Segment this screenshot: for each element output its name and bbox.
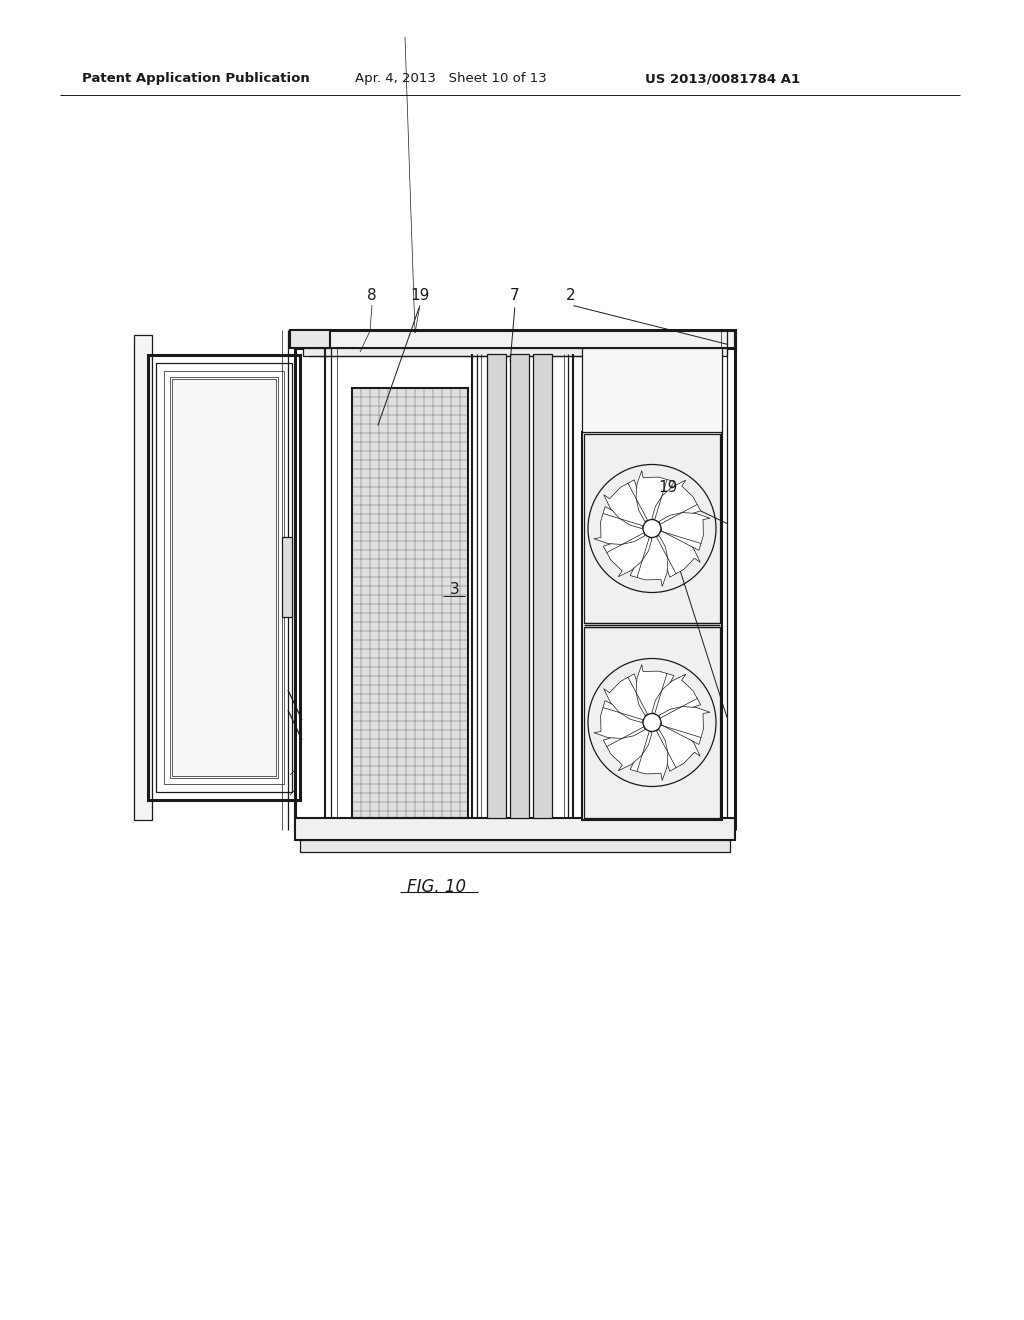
- Polygon shape: [630, 730, 668, 780]
- Bar: [584, 434, 720, 623]
- Bar: [584, 627, 720, 818]
- Text: FIG. 10: FIG. 10: [408, 878, 467, 896]
- Bar: [295, 330, 735, 348]
- Bar: [170, 378, 278, 777]
- Bar: [295, 818, 735, 840]
- Polygon shape: [603, 727, 652, 771]
- Bar: [303, 348, 727, 356]
- Text: 2: 2: [566, 288, 575, 304]
- Polygon shape: [594, 701, 645, 738]
- Polygon shape: [652, 675, 700, 717]
- Polygon shape: [657, 722, 700, 771]
- Text: 7: 7: [510, 288, 520, 304]
- Circle shape: [643, 714, 660, 731]
- Polygon shape: [604, 479, 647, 528]
- Bar: [290, 330, 330, 348]
- Polygon shape: [636, 470, 674, 521]
- Bar: [352, 388, 468, 818]
- Bar: [510, 354, 529, 818]
- Bar: [282, 537, 292, 616]
- Bar: [582, 432, 722, 820]
- Polygon shape: [603, 533, 652, 577]
- Bar: [172, 379, 276, 776]
- Polygon shape: [636, 664, 674, 715]
- Text: 8: 8: [368, 288, 377, 304]
- Bar: [164, 371, 284, 784]
- Polygon shape: [652, 480, 700, 523]
- Polygon shape: [594, 507, 645, 544]
- Polygon shape: [630, 536, 668, 586]
- Bar: [582, 348, 722, 432]
- Text: Apr. 4, 2013   Sheet 10 of 13: Apr. 4, 2013 Sheet 10 of 13: [355, 73, 547, 84]
- Bar: [352, 388, 468, 818]
- Circle shape: [643, 520, 660, 537]
- Text: 3: 3: [451, 582, 460, 598]
- Bar: [534, 354, 552, 818]
- Bar: [156, 363, 292, 792]
- Bar: [300, 840, 730, 851]
- Polygon shape: [659, 706, 710, 744]
- Polygon shape: [657, 528, 700, 577]
- Text: Patent Application Publication: Patent Application Publication: [82, 73, 309, 84]
- Bar: [148, 355, 300, 800]
- Polygon shape: [659, 512, 710, 550]
- Polygon shape: [604, 673, 647, 722]
- Text: 19: 19: [411, 288, 430, 304]
- Text: US 2013/0081784 A1: US 2013/0081784 A1: [645, 73, 800, 84]
- Text: 19: 19: [658, 480, 677, 495]
- Bar: [487, 354, 506, 818]
- Bar: [134, 335, 152, 820]
